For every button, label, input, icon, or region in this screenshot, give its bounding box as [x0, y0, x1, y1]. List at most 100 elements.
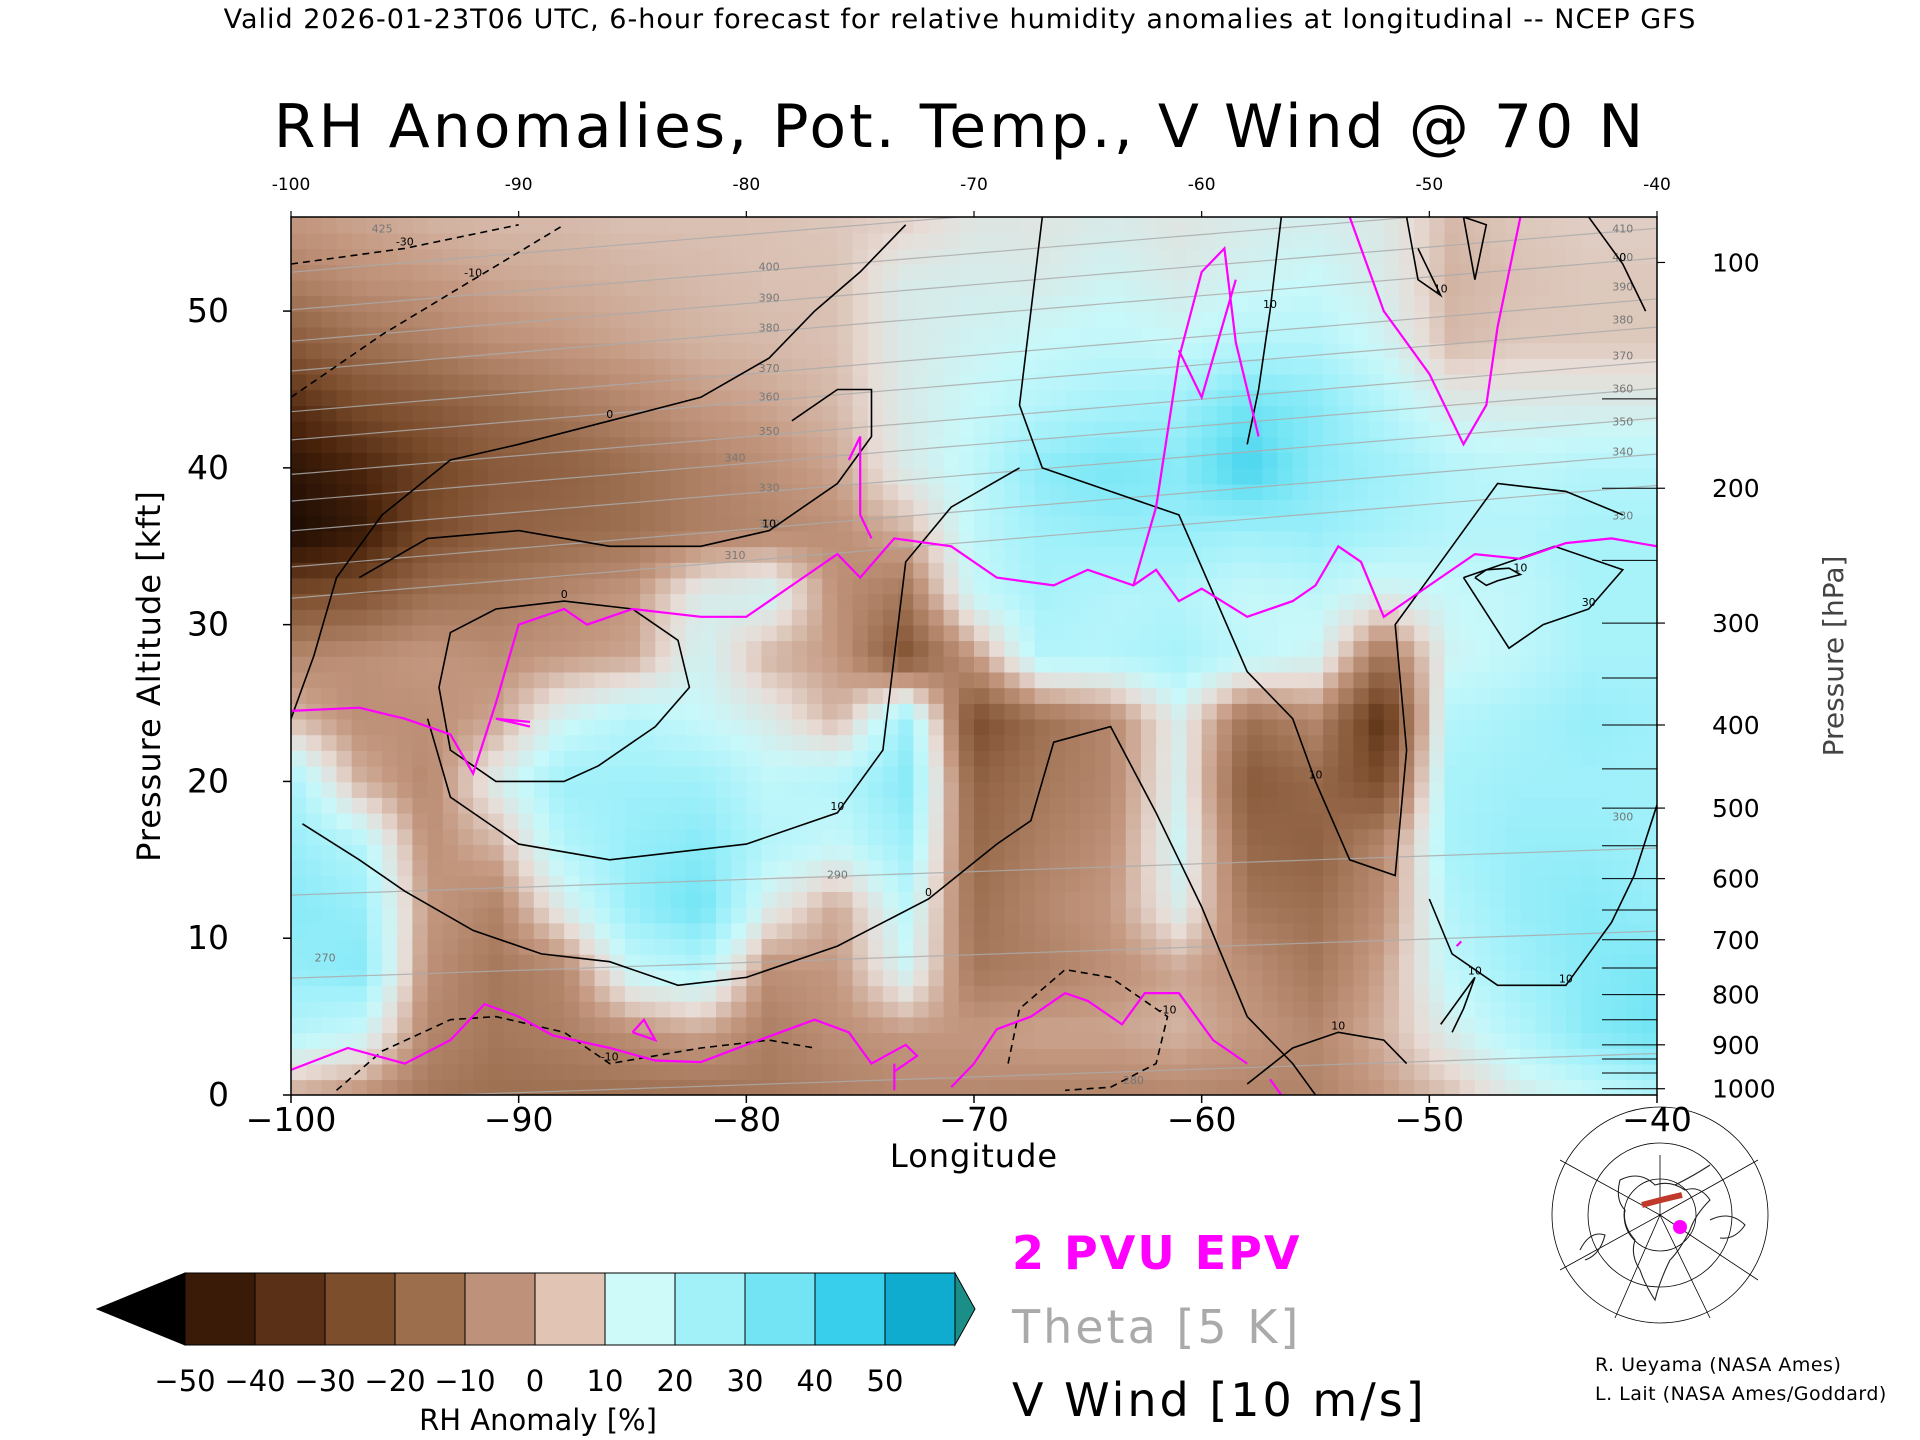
heatmap-cell: [624, 311, 641, 328]
heatmap-cell: [700, 922, 717, 939]
heatmap-cell: [1262, 781, 1279, 798]
heatmap-cell: [1110, 906, 1127, 924]
heatmap-cell: [1049, 467, 1066, 485]
heatmap-cell: [1247, 828, 1264, 845]
heatmap-cell: [1520, 859, 1537, 877]
heatmap-cell: [1232, 891, 1248, 908]
heatmap-cell: [1307, 640, 1324, 657]
heatmap-cell: [427, 295, 444, 312]
heatmap-cell: [488, 1048, 505, 1065]
heatmap-cell: [807, 844, 823, 861]
heatmap-cell: [776, 859, 793, 877]
heatmap-cell: [594, 859, 611, 877]
heatmap-cell: [1171, 405, 1188, 422]
heatmap-cell: [1550, 875, 1567, 892]
heatmap-cell: [1581, 750, 1598, 767]
heatmap-cell: [1414, 311, 1431, 328]
heatmap-cell: [594, 985, 611, 1002]
heatmap-cell: [1307, 530, 1324, 548]
heatmap-cell: [1550, 279, 1567, 297]
heatmap-cell: [1156, 609, 1173, 626]
heatmap-cell: [488, 405, 505, 422]
heatmap-cell: [1110, 953, 1127, 971]
heatmap-cell: [913, 734, 930, 751]
heatmap-cell: [336, 718, 353, 736]
heatmap-cell: [1399, 1000, 1415, 1018]
heatmap-cell: [458, 797, 474, 814]
heatmap-cell: [1095, 687, 1112, 704]
heatmap-cell: [1596, 561, 1613, 579]
heatmap-cell: [852, 969, 869, 987]
heatmap-cell: [913, 217, 930, 234]
heatmap-cell: [1125, 593, 1142, 610]
heatmap-cell: [1125, 452, 1142, 469]
heatmap-cell: [700, 1016, 717, 1034]
heatmap-cell: [1429, 765, 1446, 783]
heatmap-cell: [700, 687, 717, 704]
heatmap-cell: [958, 326, 975, 344]
heatmap-cell: [1095, 765, 1112, 783]
heatmap-cell: [442, 922, 459, 939]
heatmap-cell: [1611, 561, 1628, 579]
heatmap-cell: [1383, 718, 1400, 736]
heatmap-cell: [913, 703, 930, 720]
heatmap-cell: [1095, 326, 1112, 344]
heatmap-cell: [974, 593, 990, 610]
heatmap-cell: [397, 405, 414, 422]
heatmap-cell: [882, 264, 899, 281]
heatmap-cell: [458, 812, 474, 830]
heatmap-cell: [1125, 467, 1142, 485]
heatmap-cell: [1049, 859, 1066, 877]
heatmap-cell: [1520, 609, 1537, 626]
heatmap-cell: [700, 358, 717, 375]
heatmap-cell: [989, 358, 1006, 375]
heatmap-cell: [685, 311, 702, 328]
heatmap-cell: [791, 844, 808, 861]
heatmap-cell: [731, 483, 748, 500]
heatmap-cell: [943, 1016, 960, 1034]
heatmap-cell: [1338, 703, 1355, 720]
heatmap-cell: [1414, 483, 1431, 500]
heatmap-cell: [1125, 217, 1142, 234]
heatmap-cell: [1611, 1000, 1628, 1018]
heatmap-cell: [928, 420, 945, 438]
heatmap-cell: [1186, 687, 1203, 704]
heatmap-cell: [624, 671, 641, 689]
heatmap-cell: [291, 922, 307, 939]
heatmap-cell: [624, 326, 641, 344]
heatmap-cell: [1565, 1079, 1582, 1095]
heatmap-cell: [1414, 1063, 1431, 1081]
heatmap-cell: [473, 452, 490, 469]
heatmap-cell: [427, 969, 444, 987]
heatmap-cell: [655, 1000, 672, 1018]
heatmap-cell: [685, 734, 702, 751]
heatmap-cell: [1019, 279, 1036, 297]
heatmap-cell: [518, 405, 535, 422]
heatmap-cell: [1095, 452, 1112, 469]
heatmap-cell: [670, 405, 687, 422]
heatmap-cell: [1277, 373, 1294, 391]
heatmap-cell: [1186, 797, 1203, 814]
heatmap-cell: [1490, 906, 1506, 924]
heatmap-cell: [412, 922, 429, 939]
heatmap-cell: [624, 1079, 641, 1095]
heatmap-cell: [1611, 1063, 1628, 1081]
heatmap-cell: [1535, 514, 1552, 532]
heatmap-cell: [366, 420, 383, 438]
heatmap-cell: [958, 405, 975, 422]
heatmap-cell: [685, 812, 702, 830]
heatmap-cell: [1201, 499, 1218, 516]
heatmap-cell: [1611, 295, 1628, 312]
heatmap-cell: [685, 891, 702, 908]
heatmap-cell: [1277, 812, 1294, 830]
heatmap-cell: [624, 577, 641, 595]
heatmap-cell: [1490, 875, 1506, 892]
heatmap-cell: [776, 405, 793, 422]
heatmap-cell: [473, 514, 490, 532]
heatmap-cell: [1429, 687, 1446, 704]
heatmap-cell: [1368, 248, 1385, 265]
heatmap-cell: [1065, 891, 1082, 908]
heatmap-cell: [503, 985, 520, 1002]
heatmap-cell: [1247, 812, 1264, 830]
heatmap-cell: [898, 279, 915, 297]
